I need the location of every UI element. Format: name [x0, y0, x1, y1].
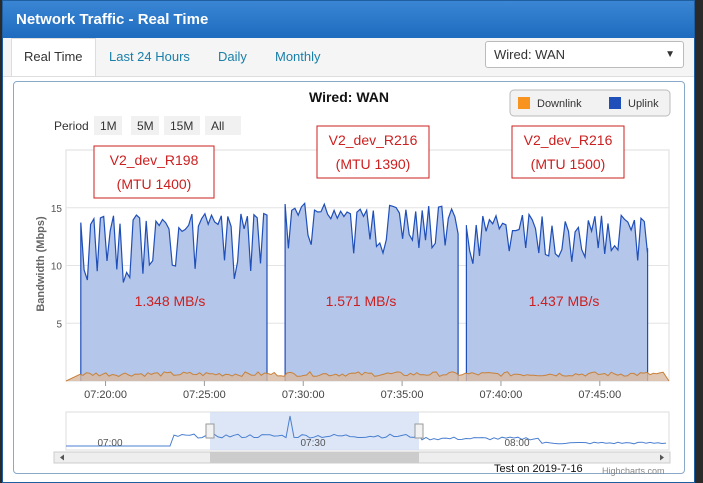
- annotation-box: [316, 125, 430, 179]
- legend-downlink[interactable]: Downlink: [537, 98, 582, 110]
- legend-box: [509, 89, 671, 117]
- navigator-label: 08:00: [504, 438, 529, 449]
- interface-select[interactable]: Wired: WAN ▼: [485, 41, 684, 68]
- annotation-label: V2_dev_R216: [524, 132, 613, 148]
- chart-title: Wired: WAN: [309, 89, 389, 105]
- y-tick-label: 10: [51, 262, 63, 273]
- annotation-label: V2_dev_R198: [110, 152, 199, 168]
- annotation-box: [511, 125, 625, 179]
- x-tick-label: 07:30:00: [282, 389, 325, 401]
- panel-titlebar: Network Traffic - Real Time: [3, 1, 694, 38]
- x-tick-label: 07:40:00: [480, 389, 523, 401]
- navigator-label: 07:00: [97, 438, 122, 449]
- uplink-area-segment: [466, 214, 648, 381]
- annotation-mtu: (MTU 1400): [117, 176, 192, 192]
- uplink-line-segment: [465, 212, 649, 381]
- tab-monthly[interactable]: Monthly: [275, 49, 321, 64]
- scrollbar-thumb[interactable]: [210, 452, 419, 463]
- annotation-mtu: (MTU 1500): [531, 156, 606, 172]
- annotation-rate: 1.437 MB/s: [529, 293, 600, 309]
- navigator-selection[interactable]: [210, 412, 419, 450]
- navigator-series: [66, 415, 667, 447]
- navigator-label: 07:30: [300, 438, 325, 449]
- uplink-area-segment: [80, 213, 267, 381]
- y-tick-label: 15: [51, 204, 63, 215]
- scroll-left-icon[interactable]: [60, 454, 64, 461]
- uplink-area-segment: [285, 203, 459, 381]
- period-button-1m[interactable]: [94, 116, 122, 135]
- downlink-line: [65, 371, 670, 382]
- legend-uplink[interactable]: Uplink: [628, 98, 659, 110]
- period-button-5m[interactable]: [131, 116, 159, 135]
- annotation-label: V2_dev_R216: [329, 132, 418, 148]
- x-tick-label: 07:35:00: [381, 389, 424, 401]
- downlink-area: [66, 371, 669, 381]
- navigator-handle-left[interactable]: [205, 423, 215, 439]
- period-button-label[interactable]: All: [211, 119, 224, 133]
- y-tick-label: 5: [56, 319, 62, 330]
- period-button-label[interactable]: 15M: [170, 119, 193, 133]
- highcharts-credit[interactable]: Highcharts.com: [602, 466, 665, 476]
- annotation-mtu: (MTU 1390): [336, 156, 411, 172]
- period-label: Period: [54, 119, 89, 133]
- tab-real-time[interactable]: Real Time: [11, 38, 96, 76]
- period-button-15m[interactable]: [164, 116, 200, 135]
- test-date-note: Test on 2019-7-16: [494, 463, 583, 475]
- period-button-label[interactable]: 5M: [137, 119, 154, 133]
- uplink-line-segment: [284, 202, 459, 381]
- x-tick-label: 07:25:00: [183, 389, 226, 401]
- panel-title: Network Traffic - Real Time: [16, 11, 209, 28]
- period-button-label[interactable]: 1M: [100, 119, 117, 133]
- y-axis-label: Bandwidth (Mbps): [35, 216, 47, 312]
- annotation-box: [93, 145, 215, 199]
- annotation-rate: 1.348 MB/s: [135, 293, 206, 309]
- tab-daily[interactable]: Daily: [218, 49, 247, 64]
- chevron-down-icon: ▼: [665, 49, 675, 60]
- uplink-line-segment: [80, 212, 268, 381]
- interface-select-value: Wired: WAN: [494, 47, 566, 62]
- scroll-right-icon[interactable]: [660, 454, 664, 461]
- legend-swatch-downlink: [518, 97, 530, 109]
- tab-last-24-hours[interactable]: Last 24 Hours: [109, 49, 190, 64]
- period-button-all[interactable]: [205, 116, 241, 135]
- x-tick-label: 07:20:00: [84, 389, 127, 401]
- annotation-rate: 1.571 MB/s: [326, 293, 397, 309]
- x-tick-label: 07:45:00: [578, 389, 621, 401]
- legend: Downlink Uplink: [509, 89, 671, 117]
- legend-swatch-uplink: [609, 97, 621, 109]
- navigator-handle-right[interactable]: [414, 423, 424, 439]
